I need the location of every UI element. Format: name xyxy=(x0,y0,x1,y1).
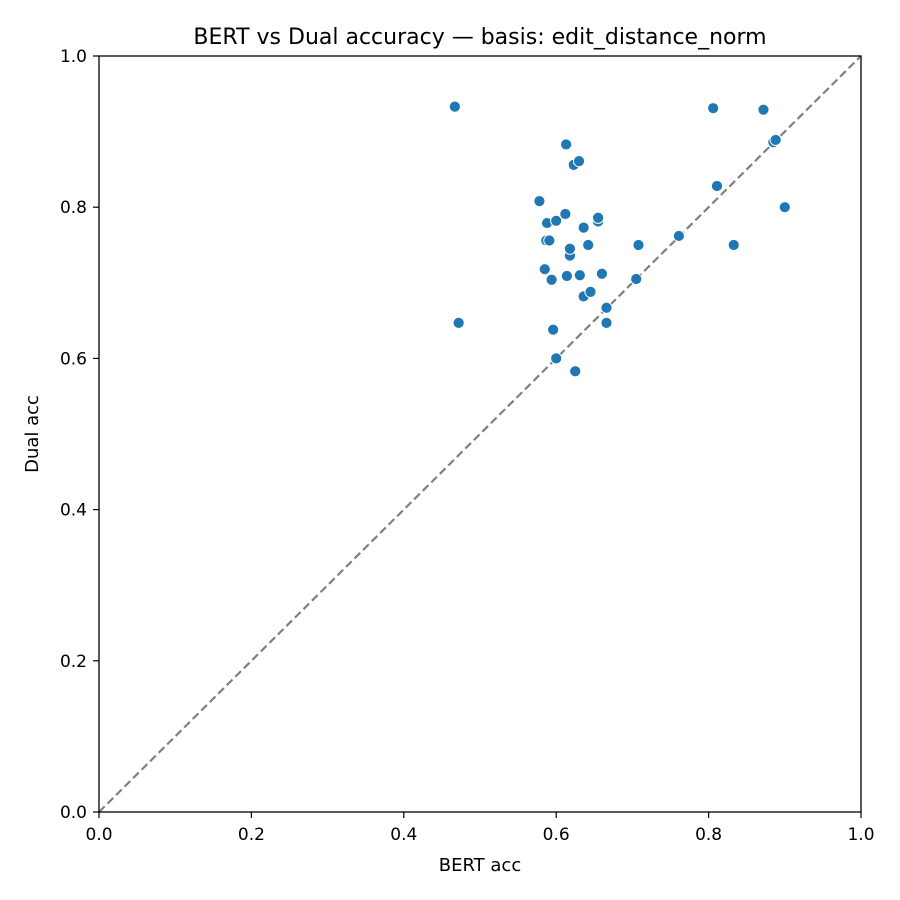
x-tick-label: 0.2 xyxy=(238,825,265,845)
y-tick-label: 1.0 xyxy=(60,47,87,67)
data-point xyxy=(573,269,586,282)
y-axis-label: Dual acc xyxy=(22,395,43,473)
data-point xyxy=(582,238,595,252)
data-point xyxy=(630,272,643,286)
data-point xyxy=(707,102,720,115)
data-point xyxy=(600,301,613,314)
x-tick-label: 0.4 xyxy=(390,825,417,845)
data-point xyxy=(710,179,724,193)
data-point xyxy=(584,285,597,298)
x-tick-label: 0.0 xyxy=(85,825,112,845)
y-tick-label: 0.4 xyxy=(60,501,87,521)
data-point xyxy=(569,365,582,378)
data-point xyxy=(538,263,551,276)
data-point xyxy=(543,234,556,247)
data-point xyxy=(778,201,791,214)
axes-frame xyxy=(98,55,862,813)
data-point xyxy=(632,238,645,252)
data-point xyxy=(757,103,770,116)
data-point xyxy=(452,316,465,329)
data-point xyxy=(563,242,577,255)
data-point xyxy=(577,221,590,234)
data-point xyxy=(547,323,560,336)
y-tick-label: 0.6 xyxy=(60,349,87,369)
axis-ticks: 0.0 0.2 0.4 0.6 0.8 1.0 0.0 0.2 0.4 0.6 0.8 1.0 xyxy=(60,47,875,845)
y-tick-label: 0.2 xyxy=(60,652,87,672)
data-point xyxy=(550,352,563,365)
data-point xyxy=(592,211,605,224)
x-tick-label: 0.8 xyxy=(695,825,722,845)
x-tick-label: 1.0 xyxy=(847,825,874,845)
data-point xyxy=(560,138,573,151)
data-point xyxy=(533,195,546,208)
x-tick-label: 0.6 xyxy=(543,825,570,845)
data-point xyxy=(448,100,461,113)
chart-title: BERT vs Dual accuracy — basis: edit_dist… xyxy=(193,25,766,50)
y-tick-label: 0.8 xyxy=(60,198,87,218)
data-point xyxy=(572,154,586,168)
data-point xyxy=(600,316,613,329)
identity-reference-line xyxy=(98,55,862,813)
x-axis-label: BERT acc xyxy=(439,855,521,876)
data-point xyxy=(595,267,609,280)
data-point xyxy=(727,238,740,252)
data-point xyxy=(560,269,573,283)
data-point xyxy=(545,273,558,286)
data-point xyxy=(672,229,685,243)
y-tick-label: 0.0 xyxy=(60,803,87,823)
data-point xyxy=(550,214,563,227)
data-point xyxy=(769,133,782,147)
data-point xyxy=(559,207,572,221)
plot-area xyxy=(98,55,862,813)
